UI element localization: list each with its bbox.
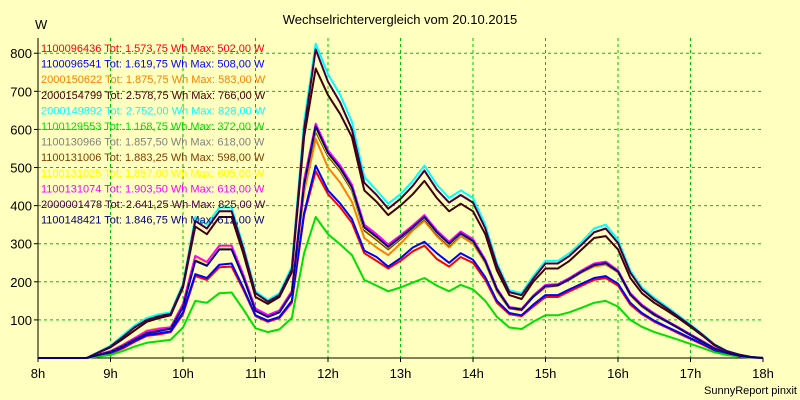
legend-entry: 2000001478 Tot: 2.641,25 Wh Max: 825,00 …: [41, 199, 266, 211]
x-tick-label: 13h: [390, 366, 412, 381]
x-tick-label: 16h: [607, 366, 629, 381]
series-line-2000001478: [38, 48, 764, 359]
x-tick-label: 18h: [752, 366, 774, 381]
x-tick-label: 10h: [172, 366, 194, 381]
legend-entry: 1100096541 Tot: 1.619,75 Wh Max: 508,00 …: [41, 59, 265, 71]
x-tick-label: 15h: [535, 366, 557, 381]
legend-entry: 1100129553 Tot: 1.168,75 Wh Max: 372,00 …: [41, 121, 265, 133]
legend-entry: 1100130966 Tot: 1.857,50 Wh Max: 618,00 …: [41, 137, 265, 149]
chart-title: Wechselrichtervergleich vom 20.10.2015: [283, 12, 518, 27]
legend-entry: 2000154799 Tot: 2.578,75 Wh Max: 766,00 …: [41, 90, 266, 102]
x-tick-label: 8h: [31, 366, 45, 381]
y-tick-label: 200: [10, 275, 32, 290]
legend-entry: 1100131006 Tot: 1.883,25 Wh Max: 598,00 …: [41, 152, 265, 164]
y-tick-label: 700: [10, 84, 32, 99]
y-axis-label: W: [35, 17, 48, 32]
series-line-1100096541: [38, 164, 764, 359]
x-tick-label: 14h: [462, 366, 484, 381]
x-tick-label: 11h: [245, 366, 266, 381]
legend-entry: 1100131074 Tot: 1.903,50 Wh Max: 618,00 …: [41, 183, 265, 195]
x-tick-label: 9h: [103, 366, 117, 381]
y-tick-label: 800: [10, 46, 32, 61]
x-tick-label: 12h: [317, 366, 339, 381]
footer-credit: SunnyReport pinxit: [704, 385, 797, 397]
y-tick-label: 100: [10, 313, 32, 328]
series-line-1100129553: [38, 216, 764, 359]
legend-entry: 1100148421 Tot: 1.846,75 Wh Max: 612,00 …: [41, 215, 265, 227]
x-tick-label: 17h: [680, 366, 702, 381]
legend-entry: 1100131025 Tot: 1.857,00 Wh Max: 605,00 …: [41, 168, 265, 180]
y-tick-label: 400: [10, 199, 32, 214]
y-tick-label: 300: [10, 237, 32, 252]
legend-entry: 2000150622 Tot: 1.875,75 Wh Max: 583,00 …: [41, 74, 266, 86]
legend-entry: 2000149892 Tot: 2.752,00 Wh Max: 828,00 …: [41, 105, 266, 117]
legend-entry: 1100096436 Tot: 1.573,75 Wh Max: 502,00 …: [41, 43, 265, 55]
y-tick-label: 500: [10, 161, 32, 176]
series-line-1100148421: [38, 125, 764, 359]
y-tick-label: 600: [10, 122, 32, 137]
